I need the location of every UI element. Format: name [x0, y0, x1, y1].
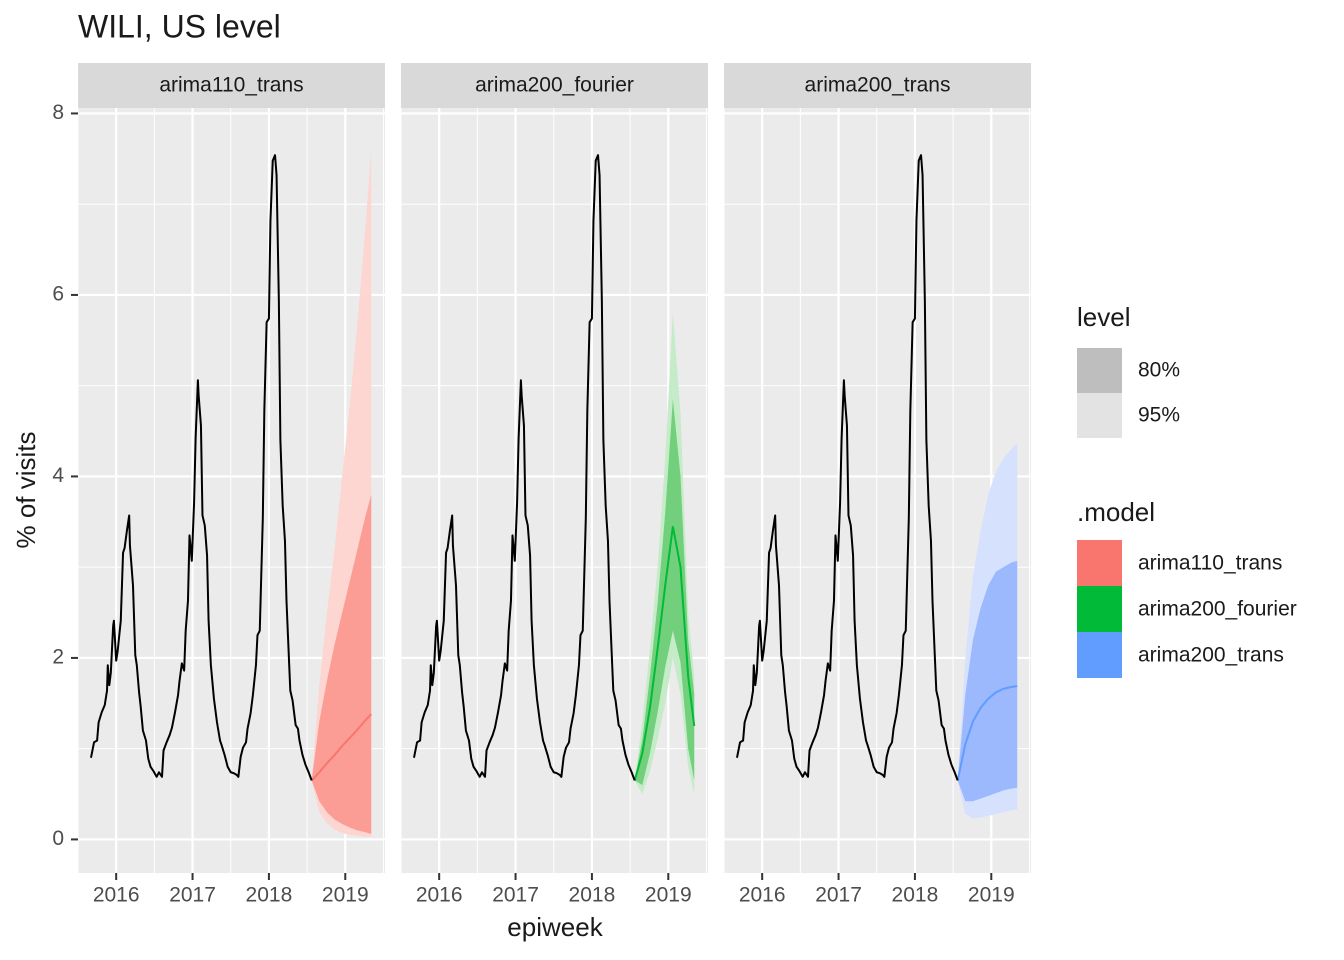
y-axis-label: % of visits [11, 431, 41, 548]
x-tick-label: 2017 [169, 884, 216, 907]
legend-label: arima200_trans [1138, 644, 1284, 667]
x-tick-label: 2018 [246, 884, 293, 907]
x-tick-label: 2019 [645, 884, 692, 907]
legend-title: level [1077, 302, 1130, 332]
x-axis-label: epiweek [507, 912, 603, 942]
x-tick-label: 2017 [815, 884, 862, 907]
x-tick-label: 2016 [416, 884, 463, 907]
legend-label: arima200_fourier [1138, 598, 1297, 621]
x-tick-label: 2016 [739, 884, 786, 907]
legend-title: .model [1077, 497, 1155, 527]
legend-swatch [1077, 586, 1122, 632]
x-tick-label: 2019 [968, 884, 1015, 907]
strip [401, 63, 708, 108]
strip [724, 63, 1031, 108]
y-tick-label: 4 [52, 464, 64, 487]
history-line [412, 154, 636, 781]
legend-swatch [1077, 540, 1122, 586]
x-tick-label: 2016 [93, 884, 140, 907]
y-tick-label: 6 [52, 282, 64, 305]
band-80 [311, 494, 372, 834]
strip [78, 63, 385, 108]
forecast-line [956, 685, 1018, 781]
strip-label: arima200_trans [805, 74, 951, 97]
history-line [735, 154, 959, 781]
legend-swatch [1077, 632, 1122, 678]
y-tick-label: 2 [52, 645, 64, 668]
x-tick-label: 2018 [569, 884, 616, 907]
x-tick-label: 2017 [492, 884, 539, 907]
forecast-line [633, 526, 696, 781]
x-tick-label: 2019 [322, 884, 369, 907]
y-tick-label: 0 [52, 827, 64, 850]
legend-swatch [1077, 348, 1122, 393]
legend-swatch [1077, 393, 1122, 438]
history-line [89, 154, 313, 781]
strip-label: arima110_trans [159, 74, 303, 97]
x-tick-label: 2018 [892, 884, 939, 907]
legend-label: 95% [1138, 404, 1180, 427]
panel [401, 108, 708, 873]
y-tick-label: 8 [52, 101, 64, 124]
legend-label: 80% [1138, 359, 1180, 382]
strip-label: arima200_fourier [475, 74, 634, 97]
legend-label: arima110_trans [1138, 552, 1282, 575]
band-80 [957, 560, 1018, 802]
forecast-line [310, 713, 372, 782]
chart-title: WILI, US level [78, 8, 281, 44]
